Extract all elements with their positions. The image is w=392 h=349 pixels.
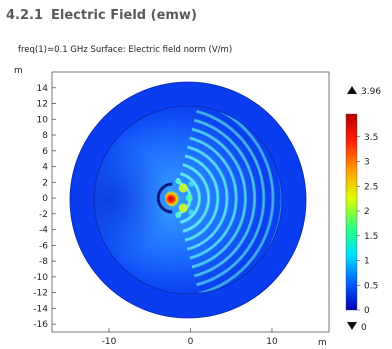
colorbar-tick-label: 2.5: [364, 182, 378, 192]
inner-boundary: [93, 105, 283, 295]
chart-title: freq(1)=0.1 GHz Surface: Electric field …: [18, 45, 233, 55]
colorbar-tick-label: 1.5: [364, 232, 378, 242]
colorbar-tick-label: 1: [364, 257, 370, 267]
wave-front: [182, 163, 211, 233]
field-shadow: [94, 120, 190, 280]
near-field-spot: [178, 183, 188, 193]
y-tick-label: -2: [39, 210, 48, 220]
wave-front: [180, 172, 202, 225]
wave-front-crest: [196, 110, 265, 286]
wave-front-crest: [191, 128, 246, 268]
colorbar-ticks: 3.5 3 2.5 2 1.5 1 0.5 0: [357, 133, 378, 316]
section-number: 4.2.1: [6, 8, 44, 23]
near-field-null: [156, 182, 173, 214]
outer-boundary: [69, 81, 307, 319]
x-axis: -10 0 10: [102, 328, 278, 347]
y-tick-label: -6: [39, 241, 48, 251]
wave-front: [193, 118, 257, 278]
colorbar-min-marker: [347, 322, 357, 330]
wave-front: [198, 106, 275, 294]
wave-front-crest: [189, 137, 237, 259]
wave-front: [191, 127, 247, 269]
wave-front-crest: [184, 155, 219, 241]
near-field: [156, 178, 195, 219]
near-field-spot: [178, 203, 188, 213]
x-tick-label: 10: [266, 337, 278, 347]
y-tick-label: 6: [42, 147, 48, 157]
y-tick-label: 8: [42, 131, 48, 141]
colorbar-tick-label: 0: [364, 306, 370, 316]
y-axis: 14 12 10 8 6 4 2 0 -2 -4 -6 -8 -10 -12 -14 -16: [33, 84, 56, 330]
colorbar-tick-label: 3: [364, 158, 370, 168]
wave-front-crest: [180, 173, 200, 223]
near-field-spot: [188, 181, 195, 187]
wave-front-crest: [194, 119, 256, 277]
colorbar-tick-label: 0.5: [364, 281, 378, 291]
y-tick-label: -10: [33, 273, 48, 283]
colorbar-tick-label: 3.5: [364, 133, 378, 143]
x-tick-label: 0: [188, 337, 194, 347]
y-tick-label: -8: [39, 257, 48, 267]
y-tick-label: 0: [42, 194, 48, 204]
y-axis-label: m: [14, 66, 23, 76]
near-field-spot: [175, 178, 182, 185]
wave-front-crest: [198, 106, 274, 294]
y-tick-label: 4: [42, 163, 48, 173]
wave-front: [186, 145, 229, 251]
section-title: Electric Field (emw): [51, 8, 197, 23]
source-peak: [165, 189, 184, 208]
y-tick-label: -14: [33, 304, 48, 314]
y-tick-label: 2: [42, 178, 48, 188]
y-tick-label: -12: [33, 289, 48, 299]
wave-front: [184, 154, 220, 242]
x-tick-label: -10: [102, 337, 117, 347]
colorbar-max-label: 3.96: [361, 87, 381, 97]
y-tick-label: -16: [33, 320, 48, 330]
colorbar: [345, 113, 358, 311]
wave-front: [196, 109, 266, 287]
y-tick-label: -4: [39, 226, 48, 236]
wave-front-crest: [187, 146, 228, 250]
x-axis-label: m: [318, 338, 327, 348]
y-tick-label: 12: [37, 100, 48, 110]
near-field-spot: [185, 194, 193, 202]
section-heading: 4.2.1 Electric Field (emw): [6, 8, 197, 23]
y-tick-label: 14: [37, 84, 49, 94]
colorbar-min-label: 0: [361, 323, 367, 333]
near-field-spot: [188, 209, 195, 215]
wave-front-crest: [182, 164, 210, 232]
wave-front: [189, 136, 238, 260]
near-field-spot: [175, 212, 182, 219]
y-tick-label: 10: [37, 115, 49, 125]
colorbar-max-marker: [347, 86, 357, 94]
colorbar-tick-label: 2: [364, 207, 370, 217]
